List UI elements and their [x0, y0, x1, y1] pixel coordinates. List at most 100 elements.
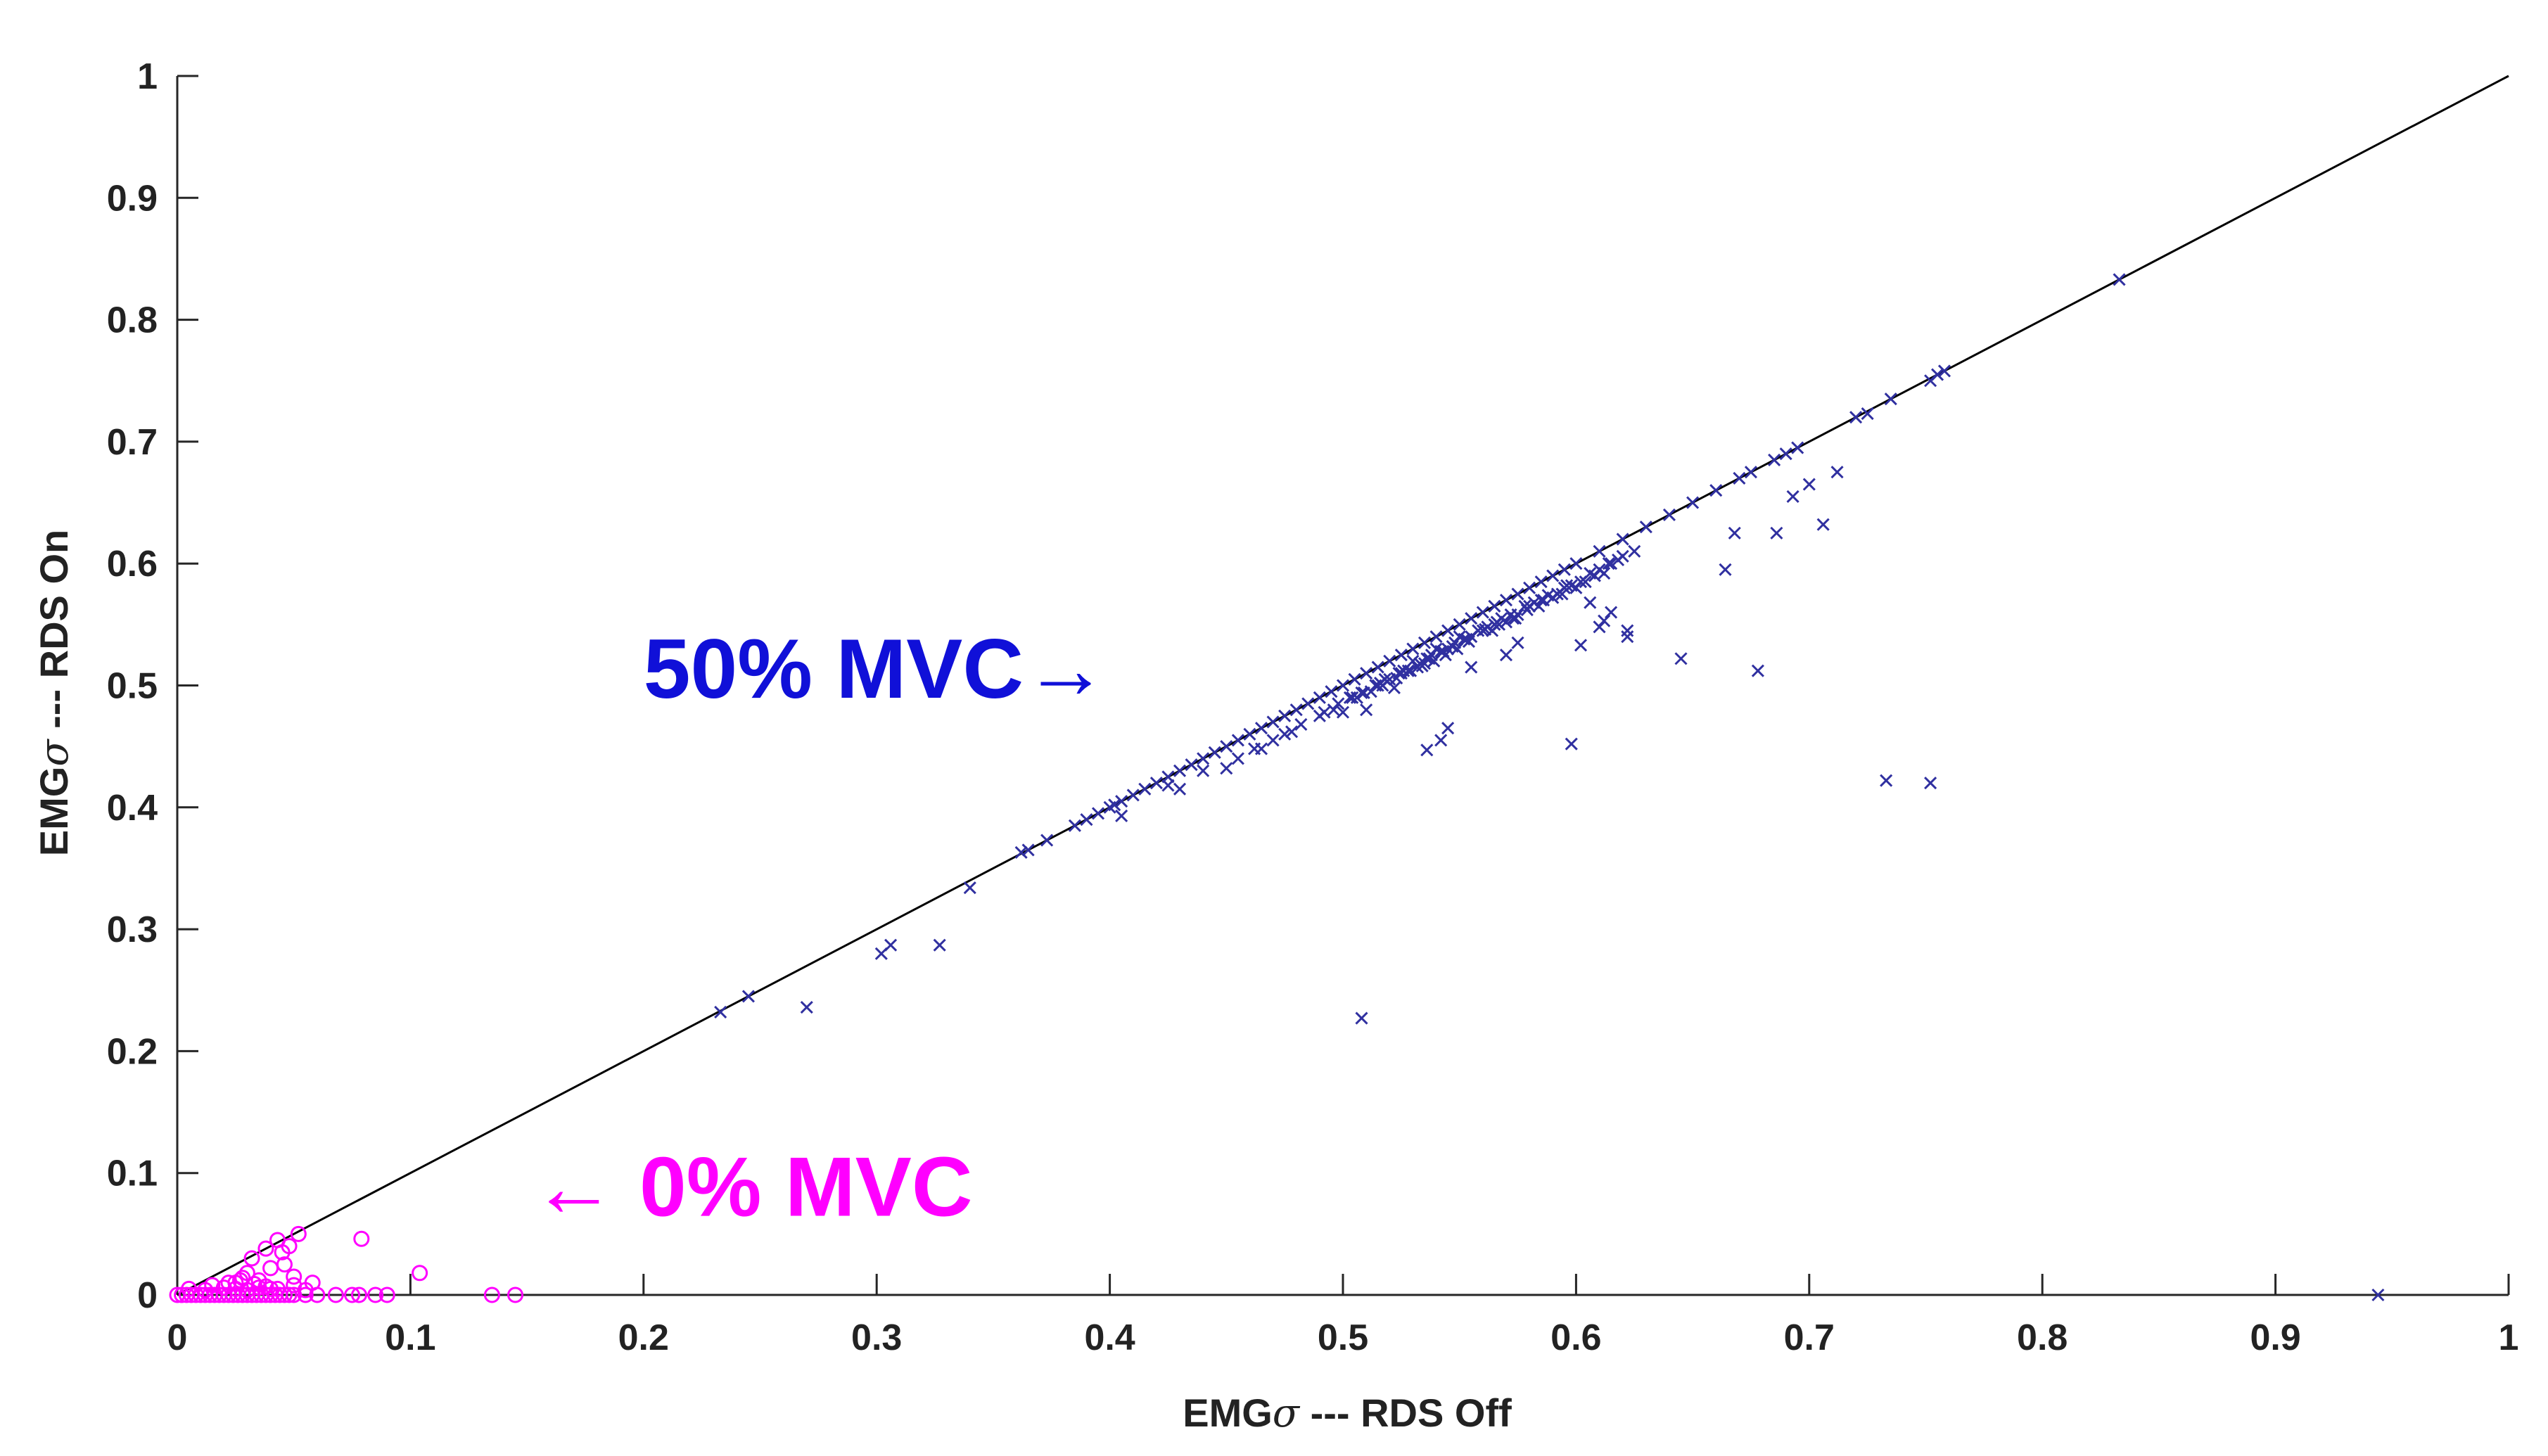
data-point-x — [1401, 664, 1415, 677]
data-point-x — [1220, 762, 1233, 775]
data-point-x — [1285, 725, 1299, 739]
data-point-x — [1420, 652, 1434, 665]
data-point-x — [933, 938, 946, 952]
series-group — [169, 273, 2385, 1303]
data-point-o — [181, 1280, 198, 1297]
data-point-x — [1439, 649, 1452, 662]
annotation-label: ← 0% MVC — [532, 1139, 973, 1234]
data-point-o — [304, 1275, 321, 1291]
series-x — [714, 273, 2385, 1302]
data-point-x — [714, 1005, 727, 1019]
data-point-x — [1791, 441, 1804, 454]
data-point-x — [1593, 544, 1606, 558]
data-point-x — [1266, 715, 1280, 729]
x-tick-label: 0.1 — [385, 1317, 435, 1358]
data-point-o — [250, 1272, 267, 1289]
data-point-x — [1390, 672, 1403, 685]
data-point-x — [1429, 630, 1443, 644]
data-point-x — [1427, 654, 1441, 668]
data-point-o — [350, 1286, 367, 1303]
data-point-x — [1453, 618, 1466, 631]
y-tick-label: 0.9 — [107, 178, 158, 219]
data-point-o — [483, 1286, 500, 1303]
data-point-x — [1441, 624, 1455, 637]
data-point-x — [1197, 764, 1210, 777]
data-point-x — [1509, 612, 1522, 625]
data-point-x — [1786, 490, 1799, 503]
data-point-x — [1266, 734, 1280, 747]
data-point-x — [1534, 575, 1548, 589]
data-point-x — [1802, 478, 1816, 491]
x-tick-label: 0.7 — [1784, 1317, 1835, 1358]
data-point-x — [1579, 575, 1592, 589]
data-point-x — [1588, 569, 1601, 582]
data-point-x — [1420, 743, 1434, 757]
data-point-x — [1434, 734, 1448, 747]
data-point-x — [1441, 722, 1455, 735]
data-point-x — [1138, 782, 1152, 796]
data-point-o — [204, 1277, 221, 1294]
data-point-x — [1289, 703, 1303, 717]
data-point-x — [1550, 587, 1564, 601]
annotation-label: 50% MVC→ — [644, 622, 1108, 716]
data-point-x — [1231, 734, 1244, 747]
data-point-x — [1355, 686, 1368, 699]
data-point-x — [1465, 612, 1478, 625]
data-point-x — [1628, 544, 1641, 558]
data-point-x — [2371, 1288, 2385, 1302]
data-point-x — [1511, 587, 1524, 601]
data-point-x — [1197, 752, 1210, 765]
data-point-x — [1294, 717, 1308, 732]
y-tick-label: 0.3 — [107, 909, 158, 950]
data-point-x — [1488, 599, 1501, 613]
data-point-x — [1605, 557, 1618, 570]
data-point-x — [1208, 746, 1221, 759]
data-point-x — [1301, 697, 1315, 710]
y-tick-label: 1 — [137, 56, 158, 97]
data-point-x — [1278, 709, 1292, 722]
data-point-x — [1768, 453, 1781, 466]
x-tick-label: 0.9 — [2250, 1317, 2300, 1358]
axis-titles-group: EMGσ --- RDS Off EMGσ --- RDS On — [32, 530, 1512, 1436]
x-tick-label: 0 — [167, 1317, 188, 1358]
data-point-o — [238, 1265, 255, 1282]
data-point-x — [1254, 722, 1268, 735]
series-o — [169, 1225, 524, 1303]
data-point-x — [1173, 782, 1187, 796]
data-point-x — [1336, 679, 1350, 692]
x-tick-label: 0.3 — [851, 1317, 902, 1358]
data-point-x — [800, 1000, 813, 1014]
data-point-x — [1499, 649, 1513, 662]
data-point-x — [1861, 407, 1874, 421]
data-point-o — [353, 1230, 370, 1247]
data-point-x — [1173, 764, 1187, 777]
data-point-x — [1830, 466, 1844, 479]
data-point-x — [1555, 587, 1569, 601]
data-point-x — [1931, 368, 1944, 381]
data-point-o — [344, 1286, 361, 1303]
data-point-x — [1376, 679, 1389, 692]
data-point-o — [250, 1279, 267, 1296]
data-point-x — [1451, 642, 1464, 656]
data-point-x — [884, 938, 898, 952]
data-point-x — [1080, 813, 1093, 826]
data-point-x — [1115, 809, 1128, 822]
data-point-o — [367, 1286, 384, 1303]
data-point-x — [1816, 518, 1830, 531]
data-point-x — [1616, 532, 1629, 546]
data-point-x — [1523, 581, 1536, 594]
data-point-x — [1115, 795, 1128, 808]
y-tick-label: 0.6 — [107, 544, 158, 585]
data-point-x — [1849, 411, 1863, 424]
data-point-x — [1639, 521, 1652, 534]
data-point-x — [1462, 635, 1476, 649]
data-point-x — [1569, 581, 1583, 594]
data-point-x — [1602, 557, 1615, 570]
data-point-x — [1499, 615, 1513, 629]
data-point-x — [1569, 557, 1583, 570]
data-point-x — [1511, 636, 1524, 649]
data-point-x — [1325, 685, 1338, 698]
data-point-x — [1884, 392, 1897, 406]
